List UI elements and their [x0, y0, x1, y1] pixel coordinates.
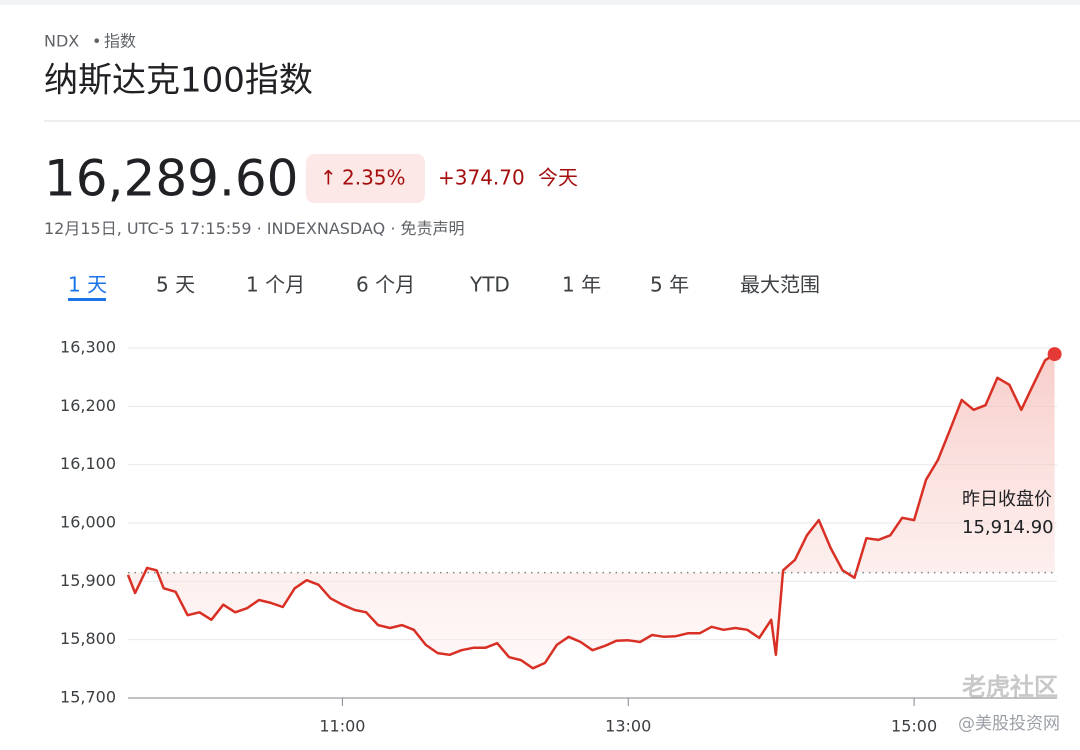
- y-tick-label: 16,300: [60, 338, 116, 357]
- meta-disclaimer[interactable]: 免责声明: [401, 219, 465, 238]
- reference-label: 昨日收盘价: [962, 489, 1052, 510]
- price: 16,289.60: [44, 150, 298, 208]
- tab[interactable]: YTD: [469, 273, 510, 297]
- tab[interactable]: 1 个月: [246, 273, 305, 297]
- y-tick-label: 15,800: [60, 629, 116, 648]
- meta: 12月15日, UTC-5 17:15:59 · INDEXNASDAQ · 免…: [44, 219, 465, 238]
- y-tick-label: 15,700: [60, 688, 116, 707]
- ticker: NDX: [44, 32, 79, 51]
- change: +374.70: [438, 166, 525, 190]
- reference-note: 昨日收盘价 15,914.90: [962, 486, 1058, 542]
- watermark: 老虎社区: [962, 673, 1058, 701]
- dot: ·: [385, 219, 400, 238]
- meta-time: 12月15日, UTC-5 17:15:59: [44, 219, 252, 238]
- top-bar: [0, 0, 1080, 5]
- period: 今天: [538, 166, 578, 190]
- reference-value: 15,914.90: [962, 517, 1054, 538]
- arrow: ↑: [320, 166, 337, 190]
- y-tick-label: 16,200: [60, 396, 116, 415]
- tab[interactable]: 1 天: [68, 273, 107, 297]
- tab[interactable]: 1 年: [562, 273, 601, 297]
- last-point: [1047, 347, 1062, 362]
- title: 纳斯达克100指数: [44, 61, 313, 101]
- tab-underline: [68, 298, 106, 301]
- y-tick-label: 16,100: [60, 454, 116, 473]
- x-tick-label: 13:00: [605, 717, 651, 736]
- tab[interactable]: 最大范围: [740, 273, 820, 297]
- y-tick-label: 15,900: [60, 571, 116, 590]
- x-tick-label: 11:00: [319, 717, 365, 736]
- dot: ·: [252, 219, 267, 238]
- y-tick-label: 16,000: [60, 513, 116, 532]
- separator: •: [92, 32, 101, 51]
- change-badge: [306, 154, 425, 203]
- tab[interactable]: 5 天: [156, 273, 195, 297]
- x-tick-label: 15:00: [891, 717, 937, 736]
- watermark: @美股投资网: [958, 714, 1060, 734]
- change-percent: 2.35%: [342, 166, 406, 190]
- meta-exchange: INDEXNASDAQ: [267, 219, 385, 238]
- kind: 指数: [104, 32, 136, 51]
- tab[interactable]: 5 年: [650, 273, 689, 297]
- tab[interactable]: 6 个月: [356, 273, 415, 297]
- price-line: [126, 353, 1056, 670]
- area: [128, 354, 1055, 669]
